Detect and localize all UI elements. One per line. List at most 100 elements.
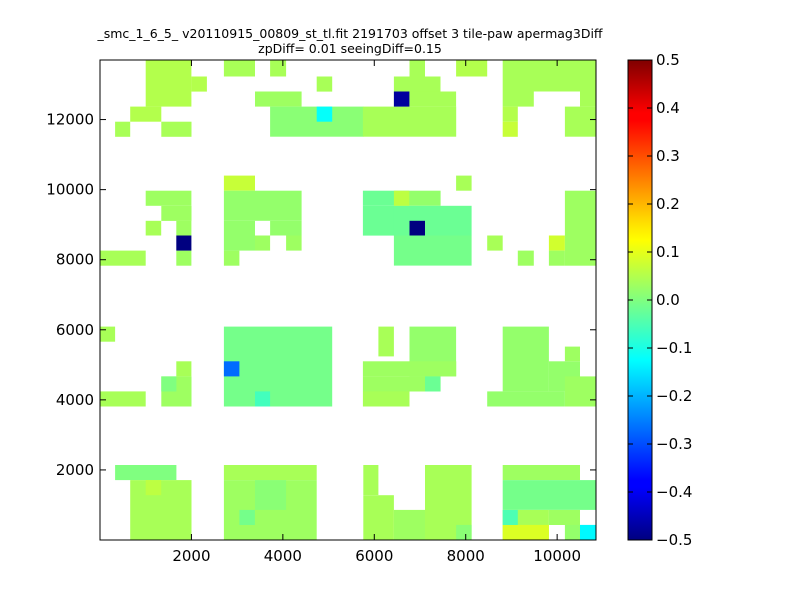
heatmap-cell-86 bbox=[548, 509, 580, 525]
heatmap-cell-51 bbox=[223, 326, 333, 407]
x-tick-label: 4000 bbox=[264, 547, 302, 565]
colorbar-tick-label: −0.4 bbox=[656, 483, 692, 501]
heatmap-cell-29 bbox=[100, 250, 146, 266]
plot-area bbox=[100, 60, 596, 540]
heatmap-cell-17 bbox=[580, 91, 596, 107]
colorbar-tick-label: 0.2 bbox=[656, 195, 680, 213]
y-tick-label: 8000 bbox=[56, 251, 94, 269]
heatmap-cell-62 bbox=[362, 391, 410, 407]
heatmap-cell-88 bbox=[580, 524, 596, 540]
heatmap-cell-61 bbox=[362, 376, 441, 392]
heatmap-cell-13 bbox=[409, 60, 425, 77]
heatmap-cell-60 bbox=[362, 361, 457, 377]
heatmap-cell-1 bbox=[191, 76, 207, 92]
heatmap-cell-81 bbox=[502, 465, 580, 481]
heatmap-cell-11 bbox=[393, 91, 457, 107]
heatmap-cell-21 bbox=[316, 106, 333, 122]
x-tick-label: 8000 bbox=[447, 547, 485, 565]
heatmap-cell-2 bbox=[130, 106, 162, 122]
heatmap-cell-74 bbox=[255, 480, 287, 510]
heatmap-cell-58 bbox=[378, 326, 394, 357]
colorbar-tick-label: 0.5 bbox=[656, 51, 680, 69]
colorbar-tick-label: −0.1 bbox=[656, 339, 692, 357]
heatmap-cell-3 bbox=[115, 121, 131, 137]
x-tick-label: 2000 bbox=[172, 547, 210, 565]
heatmap-cell-10 bbox=[362, 106, 457, 137]
heatmap-cell-44 bbox=[548, 235, 565, 251]
colorbar-tick-label: 0.3 bbox=[656, 147, 680, 165]
heatmap-cell-4 bbox=[161, 121, 192, 137]
chart-title-line-2: zpDiff= 0.01 seeingDiff=0.15 bbox=[258, 41, 442, 56]
heatmap-cell-80 bbox=[456, 524, 472, 540]
heatmap-cell-36 bbox=[223, 250, 240, 266]
chart-title-line-1: _smc_1_6_5_ v20110915_00809_st_tl.fit 21… bbox=[97, 26, 603, 41]
heatmap-cell-52 bbox=[223, 361, 240, 377]
heatmap-cell-30 bbox=[176, 250, 192, 266]
x-tick-label: 10000 bbox=[533, 547, 581, 565]
heatmap-cell-34 bbox=[255, 235, 271, 251]
y-tick-label: 6000 bbox=[56, 321, 94, 339]
heatmap-cell-40 bbox=[393, 205, 472, 236]
heatmap-cell-49 bbox=[409, 220, 425, 236]
heatmap-cell-28 bbox=[176, 220, 192, 236]
heatmap-cell-67 bbox=[487, 391, 565, 407]
heatmap-cell-39 bbox=[409, 190, 441, 206]
colorbar-tick-label: −0.5 bbox=[656, 531, 692, 549]
heatmap-cell-22 bbox=[393, 91, 410, 107]
heatmap-cell-18 bbox=[502, 106, 518, 122]
colorbar-tick-label: 0.1 bbox=[656, 243, 680, 261]
heatmap-cell-43 bbox=[487, 235, 503, 251]
heatmap-cell-35 bbox=[286, 235, 302, 251]
heatmap-cell-64 bbox=[502, 326, 549, 392]
heatmap-cell-77 bbox=[363, 495, 394, 540]
heatmap-cell-27 bbox=[145, 220, 162, 236]
heatmap-cell-47 bbox=[548, 250, 565, 266]
heatmap-cell-84 bbox=[502, 524, 549, 540]
heatmap-cell-50 bbox=[100, 326, 116, 342]
heatmap-cell-68 bbox=[564, 346, 580, 362]
y-tick-label: 2000 bbox=[56, 461, 94, 479]
x-axis: 2000 4000 6000 8000 10000 bbox=[172, 60, 581, 565]
heatmap-cell-8 bbox=[255, 91, 302, 107]
heatmap-cell-41 bbox=[393, 235, 472, 266]
heatmap-cell-85 bbox=[502, 509, 518, 525]
colorbar-axis: 0.5 0.4 0.3 0.2 0.1 0.0 −0.1 −0.2 −0.3 −0.4 −0.5 bbox=[628, 51, 692, 549]
heatmap-cell-31 bbox=[223, 190, 302, 221]
heatmap-cell-16 bbox=[502, 91, 534, 107]
y-tick-label: 12000 bbox=[46, 111, 94, 129]
heatmap-cell-23 bbox=[223, 175, 255, 191]
heatmap-cell-72 bbox=[223, 465, 317, 481]
heatmap-cell-26 bbox=[161, 205, 192, 221]
heatmap-cell-63 bbox=[425, 376, 441, 392]
y-tick-label: 10000 bbox=[46, 181, 94, 199]
plot-frame bbox=[99, 59, 597, 541]
heatmap-cell-54 bbox=[176, 361, 192, 377]
heatmap-cell-7 bbox=[316, 76, 333, 92]
heatmap-cell-53 bbox=[255, 391, 271, 407]
heatmap-cell-24 bbox=[456, 175, 472, 191]
heatmap-cell-57 bbox=[100, 391, 146, 407]
heatmap-cell-12 bbox=[393, 76, 441, 92]
heatmap-cell-76 bbox=[363, 465, 379, 496]
heatmap-cell-20 bbox=[564, 106, 596, 137]
heatmap-cell-66 bbox=[564, 376, 596, 407]
heatmap-cell-82 bbox=[502, 480, 596, 510]
heatmap-cell-38 bbox=[362, 205, 394, 236]
y-axis: 2000 4000 6000 8000 10000 12000 bbox=[46, 111, 596, 479]
heatmap-cell-42 bbox=[393, 190, 410, 206]
heatmap-cell-69 bbox=[115, 465, 177, 481]
heatmap-cell-45 bbox=[517, 250, 534, 266]
heatmap-cell-19 bbox=[502, 121, 518, 137]
y-tick-label: 4000 bbox=[56, 391, 94, 409]
colorbar-tick-label: 0.4 bbox=[656, 99, 680, 117]
heatmap-cell-33 bbox=[270, 220, 302, 236]
heatmap-cell-14 bbox=[456, 60, 488, 77]
heatmap-cell-71 bbox=[145, 480, 162, 496]
heatmap-cell-46 bbox=[564, 190, 596, 266]
x-tick-label: 6000 bbox=[355, 547, 393, 565]
heatmap-cell-87 bbox=[564, 524, 580, 540]
heatmap-cell-0 bbox=[145, 60, 192, 107]
colorbar-tick-label: 0.0 bbox=[656, 291, 680, 309]
heatmap-cell-25 bbox=[145, 190, 192, 206]
heatmap-cell-48 bbox=[176, 235, 192, 251]
